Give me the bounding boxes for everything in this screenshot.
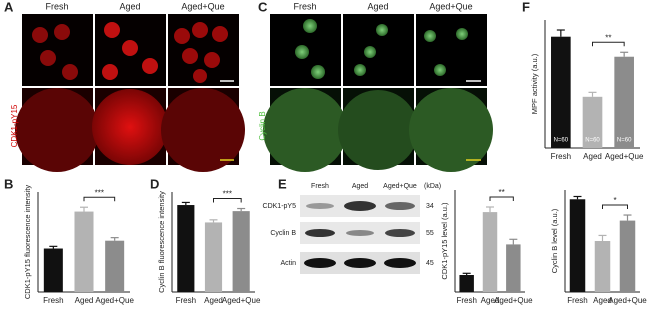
bar <box>459 275 474 292</box>
significance-bracket <box>602 204 628 210</box>
x-tick-label: Fresh <box>551 152 571 161</box>
blot-image <box>300 195 420 274</box>
x-tick-label: Aged+Que <box>608 296 647 305</box>
y-axis-label: Cyclin B level (a.u.) <box>550 208 559 273</box>
blot-unit: (kDa) <box>424 183 441 190</box>
column-label: Fresh <box>293 1 316 11</box>
panel-c-images <box>263 14 493 172</box>
x-tick-label: Fresh <box>43 296 63 305</box>
blot-column-label: Aged+Que <box>383 183 417 190</box>
column-label: Aged <box>367 1 388 11</box>
x-tick-label: Aged+Que <box>95 296 134 305</box>
y-axis-label: MPF activity (a.u.) <box>530 53 539 114</box>
bar <box>506 244 521 292</box>
bar <box>594 241 611 292</box>
blot-kda: 45 <box>426 260 434 267</box>
panel-letter: C <box>258 0 268 14</box>
bar <box>551 36 571 149</box>
x-tick-label: Aged <box>204 296 223 305</box>
blot-kda: 34 <box>426 203 434 210</box>
x-tick-label: Aged <box>481 296 500 305</box>
bar <box>74 211 94 292</box>
significance-label: *** <box>223 190 232 199</box>
column-label: Aged+Que <box>429 1 472 11</box>
row-label: Cyclin B <box>258 111 267 140</box>
significance-bracket <box>592 41 625 47</box>
bar-label: N=60 <box>554 138 569 144</box>
panel-letter: D <box>150 176 159 191</box>
bar <box>232 211 250 292</box>
significance-bracket <box>213 198 242 203</box>
bar-label: N=60 <box>585 138 600 144</box>
blot-column-label: Fresh <box>311 183 329 190</box>
panel-letter: F <box>522 0 530 14</box>
bar <box>482 212 498 292</box>
bar-label: N=60 <box>617 138 632 144</box>
panel-letter: E <box>278 176 287 191</box>
bar <box>619 220 636 292</box>
x-tick-label: Fresh <box>567 296 587 305</box>
x-tick-label: Fresh <box>456 296 476 305</box>
x-tick-label: Aged <box>583 152 602 161</box>
significance-bracket <box>83 196 116 202</box>
x-tick-label: Fresh <box>176 296 196 305</box>
bar <box>582 96 603 148</box>
column-label: Aged <box>119 1 140 11</box>
significance-label: *** <box>95 188 104 197</box>
blot-row-label: CDK1-pY5 <box>263 203 297 210</box>
bar <box>569 199 586 292</box>
bar <box>43 248 63 292</box>
significance-label: ** <box>605 33 611 42</box>
bar <box>177 205 195 292</box>
bar <box>105 240 125 292</box>
bar <box>614 56 634 148</box>
blot-column-label: Aged <box>352 183 368 190</box>
x-tick-label: Aged+Que <box>222 296 261 305</box>
x-tick-label: Aged <box>75 296 94 305</box>
column-label: Aged+Que <box>181 1 224 11</box>
y-axis-label: CDK1-pY15 fluorescence intensity <box>23 185 32 299</box>
blot-row-label: Cyclin B <box>270 230 296 237</box>
column-label: Fresh <box>45 1 68 11</box>
significance-label: ** <box>499 188 505 197</box>
y-axis-label: CDK1-pY15 level (a.u.) <box>440 202 449 280</box>
significance-label: * <box>613 196 616 205</box>
blot-kda: 55 <box>426 230 434 237</box>
x-tick-label: Aged <box>593 296 612 305</box>
panel-letter: B <box>4 176 13 191</box>
bar <box>204 222 223 292</box>
panel-letter: A <box>4 0 14 14</box>
y-axis-label: Cyclin B fluorescence intensity <box>157 191 166 293</box>
x-tick-label: Aged+Que <box>494 296 533 305</box>
blot-row-label: Actin <box>280 260 296 267</box>
x-tick-label: Aged+Que <box>605 152 644 161</box>
significance-bracket <box>489 196 514 201</box>
panel-a-images <box>15 14 245 172</box>
row-label: CDK1-pY15 <box>10 104 19 147</box>
